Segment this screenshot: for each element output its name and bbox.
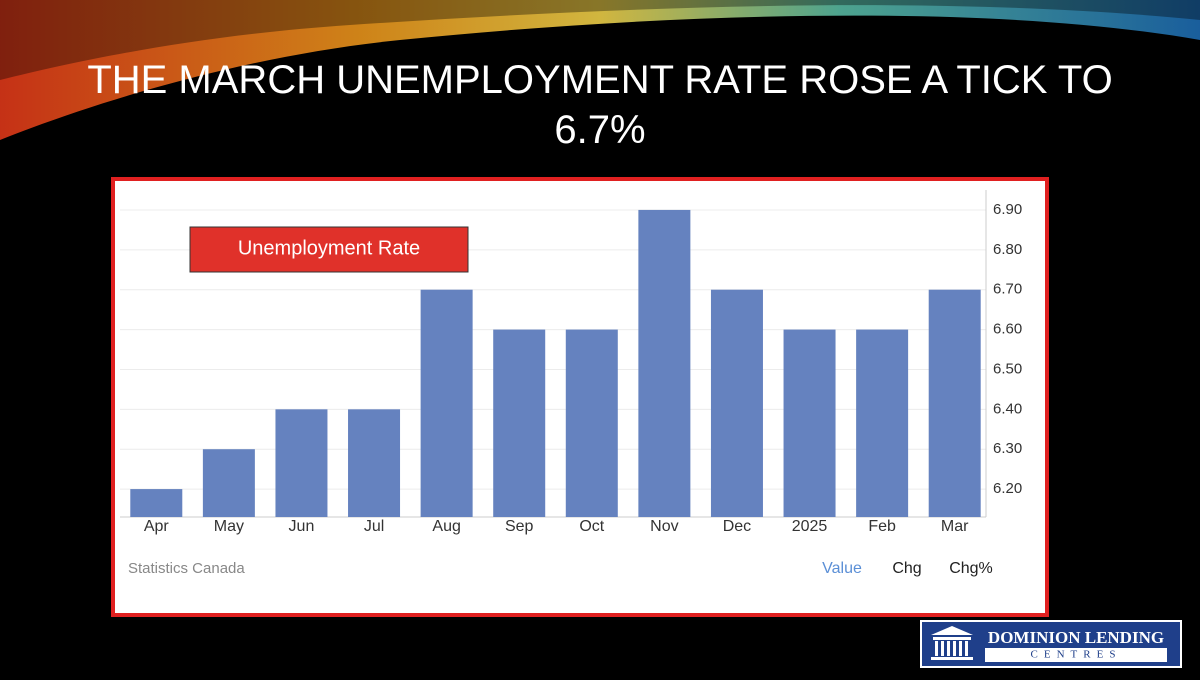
x-tick-label: Jul — [364, 518, 384, 535]
x-tick-label: Jun — [289, 518, 315, 535]
chart: 6.20 6.30 6.40 6.50 6.60 6.70 6.80 6.90 Apr May Ju… — [120, 190, 1022, 535]
bar — [348, 409, 401, 517]
y-tick-label: 6.60 — [993, 321, 1022, 338]
logo-icon — [931, 626, 973, 660]
logo-text: DOMINION LENDING — [988, 628, 1164, 647]
bar — [493, 329, 546, 517]
chart-title-box — [189, 226, 469, 273]
x-tick-label: Nov — [650, 518, 678, 535]
tab[interactable]: Value — [822, 560, 862, 577]
slide-title: THE MARCH UNEMPLOYMENT RATE ROSE A TICK … — [87, 58, 1112, 152]
tab[interactable]: Chg — [892, 560, 921, 577]
y-tick-label: 6.50 — [993, 360, 1022, 377]
logo-band — [985, 648, 1167, 662]
x-tick-label: Mar — [941, 518, 969, 535]
y-tick-label: 6.30 — [993, 440, 1022, 457]
y-tick-label: 6.40 — [993, 400, 1022, 417]
x-tick-label: Aug — [432, 518, 460, 535]
x-tick-label: May — [214, 518, 244, 535]
y-tick-label: 6.20 — [993, 480, 1022, 497]
bar — [638, 209, 691, 517]
chart-title: Unemployment Rate — [238, 237, 420, 259]
bar — [710, 289, 763, 517]
bar — [275, 409, 328, 517]
x-tick-label: Oct — [579, 518, 604, 535]
x-tick-label: 2025 — [792, 518, 828, 535]
decoration — [0, 0, 1200, 80]
bar — [856, 329, 909, 517]
source: Statistics Canada — [128, 560, 245, 577]
bar — [202, 449, 255, 517]
bar — [783, 329, 836, 517]
tab[interactable]: Chg% — [949, 560, 993, 577]
y-tick-label: 6.70 — [993, 281, 1022, 298]
bar — [420, 289, 473, 517]
x-tick-label: Feb — [868, 518, 896, 535]
x-tick-label: Apr — [144, 518, 170, 535]
x-tick-label: Sep — [505, 518, 534, 535]
decoration — [0, 0, 1200, 140]
y-tick-label: 6.80 — [993, 241, 1022, 258]
y-tick-label: 6.90 — [993, 201, 1022, 218]
x-tick-label: Dec — [723, 518, 751, 535]
bar — [130, 489, 183, 517]
bar — [928, 289, 981, 517]
logo-text: CENTRES — [1031, 649, 1122, 661]
bar — [565, 329, 618, 517]
